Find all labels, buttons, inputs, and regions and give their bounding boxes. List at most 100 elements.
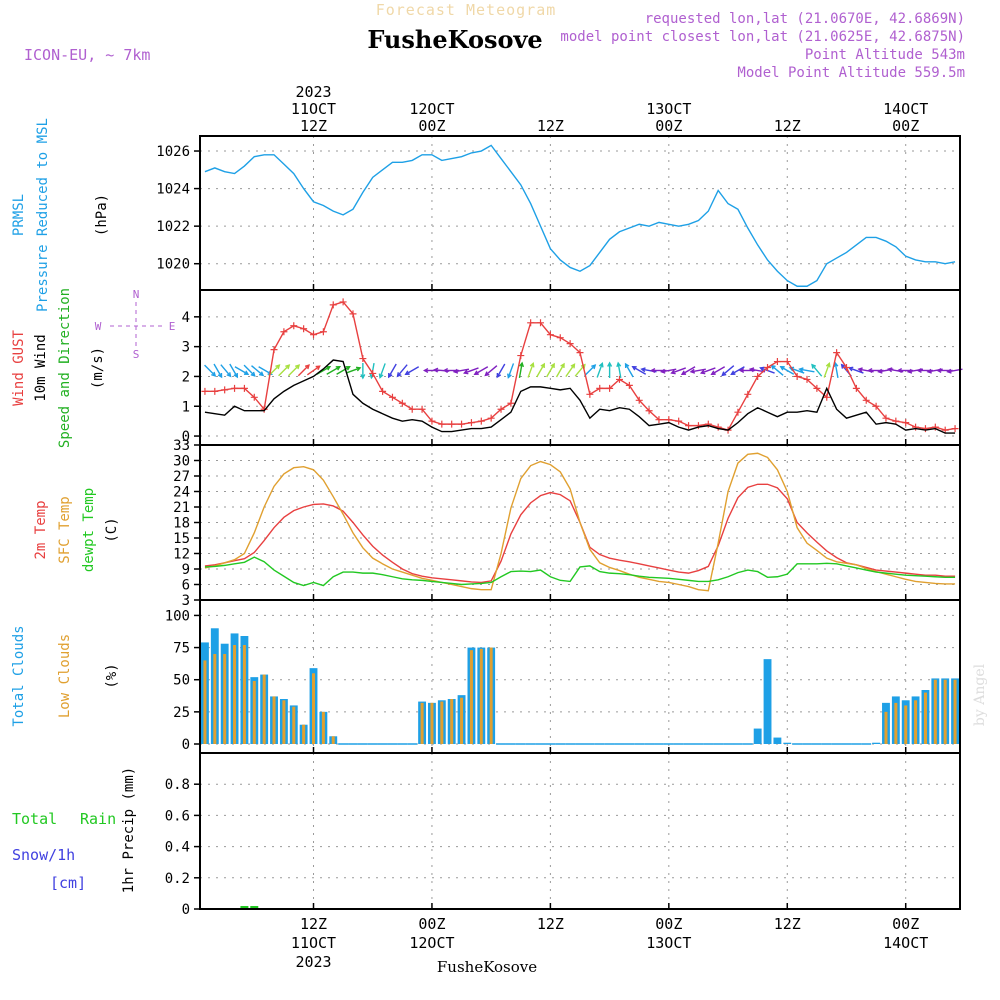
gust-point-11	[310, 331, 318, 339]
ytick-label-3: 3	[182, 340, 190, 356]
wind-arrow-28	[474, 366, 489, 375]
low-cloud-bar-69	[884, 711, 888, 744]
gust-point-19	[388, 393, 396, 401]
low-cloud-bar-13	[331, 736, 335, 744]
panel-3: 0 25 50 75 100	[165, 599, 961, 754]
ytick-label-7: 24	[173, 485, 190, 501]
wind-arrowhead-38	[580, 363, 586, 369]
wind-arrow-20	[388, 363, 397, 378]
ytick-label-2: 9	[182, 562, 190, 578]
gust-point-7	[270, 346, 278, 354]
bottom-tick-label-3-1: 13OCT	[646, 934, 691, 952]
gust-point-26	[458, 420, 466, 428]
wind-arrow-27	[464, 367, 479, 374]
pressure-labels: PRMSL Pressure Reduced to MSL (hPa)	[11, 118, 110, 312]
gust-point-20	[398, 399, 406, 407]
wind-arrowhead-4	[243, 370, 250, 375]
wind-arrow-16	[345, 367, 361, 374]
low-cloud-bar-12	[321, 711, 325, 744]
ytick-label-2: 1024	[156, 182, 190, 198]
gust-point-39	[586, 390, 594, 398]
wind-label-10m: 10m Wind	[33, 334, 49, 401]
gust-point-50	[694, 422, 702, 430]
total-cloud-bar-56	[753, 728, 762, 744]
wind-arrowhead-48	[670, 369, 676, 375]
wind-arrow-40	[596, 363, 603, 378]
wind-arrowhead-17	[360, 374, 366, 380]
low-cloud-bar-27	[469, 650, 473, 744]
pressure-label-1: PRMSL	[11, 194, 27, 236]
total-cloud-bar-59	[783, 742, 792, 744]
gust-point-65	[842, 364, 850, 371]
watermark: by Angel	[972, 663, 988, 726]
gust-point-40	[596, 384, 604, 392]
temp-labels: 2m Temp SFC Temp dewpt Temp (C)	[33, 488, 120, 572]
rain-bar-0	[240, 906, 249, 909]
gust-point-22	[418, 405, 426, 413]
wind-arrow-4	[234, 366, 249, 375]
gust-point-38	[576, 349, 584, 357]
gust-point-1	[211, 387, 219, 395]
gust-point-17	[369, 369, 377, 377]
temp-label-dewpt: dewpt Temp	[81, 488, 97, 572]
total-cloud-bar-57	[763, 659, 772, 744]
wind-arrowhead-11	[304, 364, 310, 370]
gust-point-13	[329, 301, 337, 309]
wind-arrowhead-72	[906, 368, 913, 374]
compass-icon: N S W E	[95, 288, 176, 361]
top-tick-label-1-0: 12OCT	[409, 100, 454, 118]
top-tick-label-4-0: 12Z	[774, 117, 801, 135]
wind-arrow-30	[496, 363, 506, 378]
precip-label-cm: [cm]	[50, 874, 86, 892]
wind-arrow-58	[771, 365, 784, 376]
wind-arrow-37	[565, 363, 576, 378]
gust-point-55	[744, 390, 752, 398]
low-cloud-bar-23	[430, 702, 434, 744]
wind-arrowhead-1	[217, 372, 223, 379]
wind-arrow-5	[243, 364, 256, 377]
model-point-altitude: Model Point Altitude 559.5m	[737, 65, 965, 81]
wind-arrowhead-71	[896, 367, 903, 374]
ytick-label-0: 3	[182, 593, 190, 609]
low-cloud-bar-8	[282, 700, 286, 744]
panel-4: 0 0.2 0.4 0.6 0.8	[165, 752, 961, 918]
gust-point-32	[517, 352, 525, 360]
cloud-labels: Total Clouds Low Clouds (%)	[11, 625, 120, 726]
model-label: ICON-EU, ~ 7km	[24, 46, 150, 64]
wind-arrowhead-36	[560, 362, 565, 369]
gust-point-29	[487, 414, 495, 422]
ytick-label-5: 18	[173, 516, 190, 532]
ytick-label-1: 1022	[156, 219, 190, 235]
gust-point-61	[803, 375, 811, 383]
gust-point-44	[635, 396, 643, 404]
gust-point-60	[793, 372, 801, 380]
bottom-tick-label-0-0: 12Z	[300, 915, 327, 933]
series-line-sfc-temp	[204, 452, 956, 592]
wind-arrow-12	[306, 365, 321, 376]
plot-layer: 1020102210241026012343691215182124273033…	[156, 83, 963, 971]
gust-point-28	[477, 417, 485, 425]
gust-point-72	[912, 423, 920, 431]
top-tick-label-3-0: 13OCT	[646, 100, 691, 118]
wind-arrow-51	[701, 367, 716, 374]
wind-arrow-59	[780, 366, 795, 375]
wind-arrow-31	[507, 363, 515, 378]
wind-arrowhead-30	[496, 372, 502, 379]
wind-arrowhead-3	[233, 372, 239, 379]
wind-arrowhead-25	[442, 367, 449, 374]
rain-bar-1	[250, 906, 259, 909]
top-tick-label-3-1: 00Z	[655, 117, 682, 135]
wind-arrow-19	[379, 363, 386, 378]
wind-arrowhead-35	[550, 362, 555, 369]
temp-label-sfc: SFC Temp	[57, 496, 73, 563]
gust-point-14	[339, 298, 347, 306]
wind-arrowhead-13	[325, 366, 332, 371]
cloud-unit: (%)	[104, 663, 120, 688]
low-cloud-bar-10	[302, 724, 306, 744]
wind-arrowhead-15	[345, 366, 351, 371]
gust-point-68	[872, 402, 880, 410]
low-cloud-bar-29	[489, 647, 493, 744]
wind-arrow-29	[484, 365, 498, 376]
